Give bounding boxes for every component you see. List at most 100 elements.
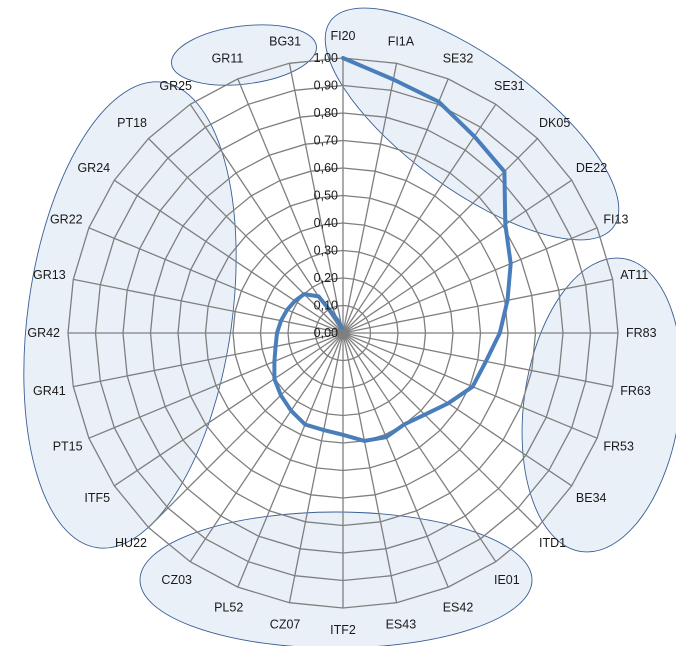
axis-spoke-gr11 (237, 78, 344, 334)
category-label-pt18: PT18 (117, 116, 147, 130)
category-label-de22: DE22 (576, 161, 607, 175)
category-label-fr63: FR63 (620, 384, 651, 398)
radial-tick-label: 0,50 (314, 189, 338, 203)
series-line-1 (272, 56, 513, 443)
data-point-fi13 (509, 262, 513, 265)
axis-spoke-hu22 (148, 332, 344, 528)
radial-tick-label: 0,20 (314, 271, 338, 285)
data-point-de22 (503, 223, 507, 226)
category-label-gr13: GR13 (33, 268, 66, 282)
category-label-se32: SE32 (443, 52, 474, 66)
category-label-fi20: FI20 (330, 29, 355, 43)
axis-spoke-pt15 (88, 332, 344, 439)
category-label-itd1: ITD1 (539, 536, 566, 550)
axis-spoke-fi1a (342, 63, 398, 334)
axis-spoke-be34 (342, 332, 573, 487)
data-point-gr13 (279, 319, 283, 323)
category-label-pl52: PL52 (214, 600, 243, 614)
category-label-gr25: GR25 (159, 79, 192, 93)
data-point-gr25 (317, 294, 321, 298)
category-label-at11: AT11 (620, 268, 648, 282)
axis-spoke-gr13 (73, 278, 344, 334)
axis-spoke-de22 (342, 179, 573, 334)
axis-spoke-se32 (342, 78, 449, 334)
data-point-be34 (446, 401, 450, 405)
data-point-fr53 (471, 385, 475, 389)
data-point-fi20 (341, 56, 345, 60)
radial-tick-label: 0,40 (314, 216, 338, 230)
category-label-pt15: PT15 (53, 440, 83, 454)
radial-tick-label: 0,00 (314, 326, 338, 340)
category-label-gr24: GR24 (77, 161, 110, 175)
data-point-fi1a (391, 78, 395, 81)
axis-spoke-cz03 (189, 332, 344, 563)
data-point-at11 (506, 298, 509, 302)
data-point-es43 (363, 439, 366, 443)
axis-spoke-at11 (342, 278, 613, 334)
category-label-itf5: ITF5 (84, 491, 110, 505)
cluster-highlight-north (171, 24, 317, 86)
radial-tick-label: 1,00 (314, 51, 338, 65)
category-label-cz03: CZ03 (161, 573, 192, 587)
category-label-fi13: FI13 (603, 212, 628, 226)
category-label-gr11: GR11 (212, 52, 244, 66)
data-point-se32 (437, 100, 441, 104)
category-label-hu22: HU22 (115, 536, 147, 550)
data-point-gr11 (336, 318, 340, 322)
axis-spoke-itd1 (342, 332, 538, 528)
axis-spoke-fi13 (342, 227, 598, 334)
data-point-itd1 (423, 413, 427, 417)
axis-spoke-gr41 (73, 332, 344, 388)
axis-spoke-cz07 (288, 332, 344, 603)
axis-spoke-itf5 (113, 332, 344, 487)
category-label-es43: ES43 (386, 617, 417, 631)
data-point-hu22 (279, 393, 283, 397)
cluster-highlight-west (23, 81, 237, 549)
axis-spoke-fr63 (342, 332, 613, 388)
radar-grid (67, 57, 619, 609)
data-point-itf2 (341, 433, 345, 437)
axis-spoke-bg31 (288, 63, 344, 334)
category-label-itf2: ITF2 (330, 623, 356, 637)
category-label-dk05: DK05 (539, 116, 570, 130)
cluster-highlight-north-east (324, 7, 620, 241)
category-label-se31: SE31 (494, 79, 525, 93)
category-label-bg31: BG31 (269, 35, 301, 49)
data-point-fr63 (484, 359, 488, 363)
data-point-fr83 (498, 331, 502, 335)
data-point-dk05 (502, 170, 506, 174)
cluster-highlight-east (521, 257, 676, 553)
data-point-se31 (472, 134, 476, 138)
radial-tick-label: 0,80 (314, 106, 338, 120)
radial-tick-label: 0,90 (314, 79, 338, 93)
radial-tick-labels: 0,00 0,10 0,20 0,30 0,40 0,50 0,60 0,70 0,80 0,90… (314, 51, 338, 340)
axis-spoke-es43 (342, 332, 398, 603)
axis-spoke-fr53 (342, 332, 598, 439)
axis-spoke-ie01 (342, 332, 497, 563)
axis-spoke-se31 (342, 103, 497, 334)
data-point-cz07 (322, 428, 326, 432)
axis-spoke-pl52 (237, 332, 344, 588)
category-label-gr22: GR22 (50, 212, 83, 226)
data-point-itf5 (272, 377, 276, 381)
data-point-pt15 (272, 359, 276, 363)
category-label-fr53: FR53 (603, 440, 634, 454)
radial-tick-label: 0,60 (314, 161, 338, 175)
data-point-es42 (384, 435, 388, 439)
category-label-gr42: GR42 (27, 326, 60, 340)
radial-tick-label: 0,70 (314, 134, 338, 148)
category-label-cz07: CZ07 (270, 617, 301, 631)
data-point-gr24 (293, 299, 297, 303)
axis-spoke-gr24 (113, 179, 344, 334)
category-label-be34: BE34 (576, 491, 607, 505)
category-label-fi1a: FI1A (388, 35, 415, 49)
cluster-highlight-south (139, 511, 533, 646)
data-point-pl52 (303, 423, 307, 426)
axis-spoke-gr22 (88, 227, 344, 334)
series-layer (272, 56, 513, 443)
radial-tick-label: 0,30 (314, 244, 338, 258)
category-label-gr41: GR41 (33, 384, 66, 398)
axis-spoke-pt18 (148, 138, 344, 334)
